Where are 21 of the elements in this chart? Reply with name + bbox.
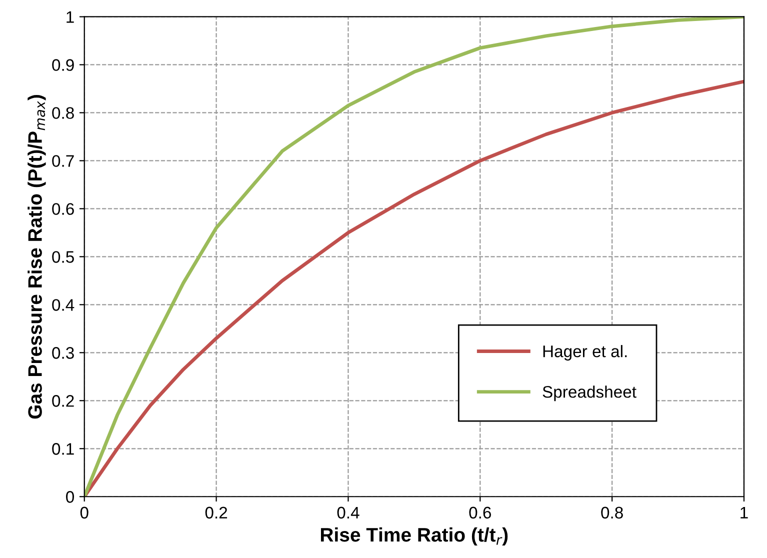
x-tick-label: 0 — [80, 506, 88, 519]
x-tick-label: 0.6 — [469, 506, 491, 519]
y-tick-label: 0.7 — [52, 155, 74, 167]
x-axis-title: Rise Time Ratio (t/t$_{r}$) — [320, 527, 508, 546]
y-tick-label: 0.4 — [52, 299, 74, 311]
x-tick-label: 0.4 — [337, 506, 360, 519]
x-tick-label: 1 — [740, 506, 748, 518]
y-tick-label: 0 — [66, 491, 74, 503]
x-tick-label: 0.8 — [601, 506, 623, 519]
y-tick-label: 0.5 — [52, 251, 74, 263]
y-tick-label: 0.6 — [52, 203, 74, 215]
legend-label: Spreadsheet — [542, 386, 636, 402]
y-tick-label: 1 — [66, 11, 74, 23]
y-axis-title: Gas Pressure Rise Ratio (P(t)/P$_{max}$) — [28, 95, 46, 419]
x-tick-label: 0.2 — [205, 506, 228, 519]
y-tick-label: 0.8 — [52, 107, 74, 119]
y-tick-label: 0.3 — [52, 347, 74, 359]
y-tick-label: 0.9 — [52, 59, 74, 71]
y-tick-label: 0.1 — [52, 443, 74, 455]
legend-label: Hager et al. — [543, 345, 627, 361]
y-tick-label: 0.2 — [52, 395, 74, 407]
